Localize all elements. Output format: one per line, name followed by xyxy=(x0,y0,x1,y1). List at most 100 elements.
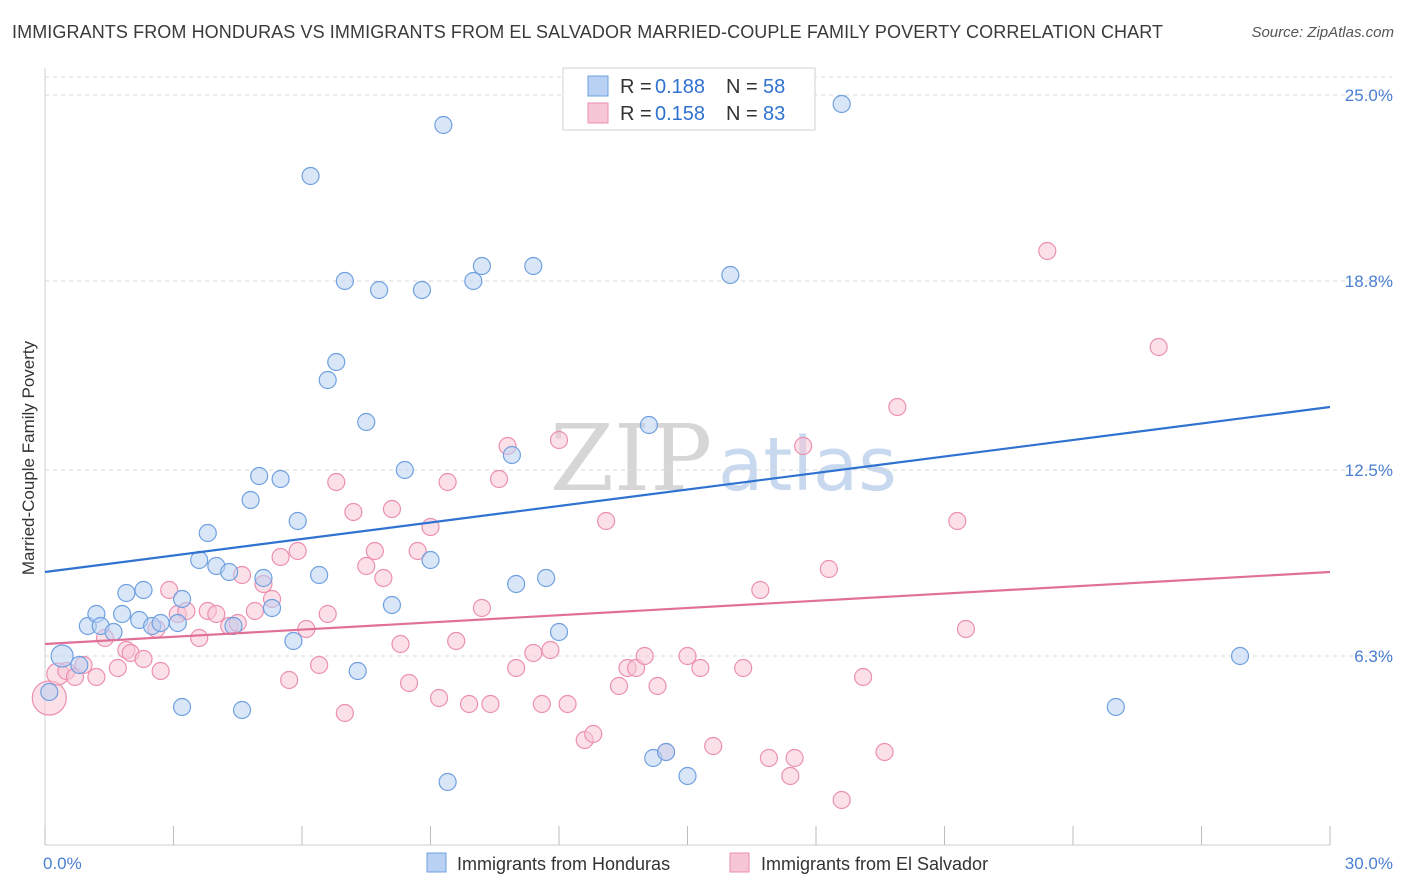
el-salvador-point xyxy=(391,634,410,654)
y-tick-label: 12.5% xyxy=(1345,461,1393,480)
honduras-point xyxy=(112,604,132,624)
honduras-point xyxy=(335,271,354,291)
honduras-point xyxy=(434,115,453,135)
el-salvador-point xyxy=(524,643,543,663)
el-salvador-point xyxy=(558,694,577,714)
legend-r-value-2: 0.158 xyxy=(655,103,705,125)
honduras-point xyxy=(832,94,851,114)
el-salvador-point xyxy=(280,670,299,690)
watermark-zip: ZIP xyxy=(550,405,712,512)
honduras-point xyxy=(168,613,187,633)
el-salvador-point xyxy=(399,673,419,693)
honduras-point xyxy=(250,466,269,486)
el-salvador-point xyxy=(541,640,560,660)
honduras-point xyxy=(370,280,389,300)
honduras-point xyxy=(224,616,243,636)
el-salvador-point xyxy=(151,661,170,681)
el-salvador-point xyxy=(532,694,551,714)
el-salvador-point xyxy=(438,472,457,492)
honduras-point xyxy=(104,622,123,642)
honduras-point xyxy=(318,370,337,390)
el-salvador-point xyxy=(108,658,127,678)
source-credit: Source: ZipAtlas.com xyxy=(1251,24,1394,41)
honduras-point xyxy=(639,415,659,435)
el-salvador-point xyxy=(335,703,354,723)
honduras-point xyxy=(656,742,676,762)
honduras-point xyxy=(1230,646,1250,666)
el-salvador-point xyxy=(459,694,479,714)
honduras-point xyxy=(721,265,740,285)
legend-n-label-2: N = xyxy=(726,103,758,125)
el-salvador-point xyxy=(160,580,179,600)
legend-swatch-honduras xyxy=(587,75,609,97)
honduras-point xyxy=(464,271,483,291)
el-salvador-point xyxy=(134,649,153,669)
honduras-point xyxy=(1106,697,1125,717)
honduras-point xyxy=(241,490,260,510)
el-salvador-point xyxy=(635,646,654,666)
bottom-legend-swatch-el-salvador xyxy=(729,852,750,873)
el-salvador-point xyxy=(87,667,106,687)
honduras-point xyxy=(288,511,307,531)
y-tick-label: 25.0% xyxy=(1345,86,1393,105)
honduras-point xyxy=(117,583,136,603)
el-salvador-point xyxy=(374,568,393,588)
legend-n-value-2: 83 xyxy=(763,103,785,125)
el-salvador-point xyxy=(704,736,723,756)
honduras-point xyxy=(198,523,217,543)
honduras-point xyxy=(220,562,239,582)
x-tick-labels: 0.0% 30.0% xyxy=(43,854,1393,873)
honduras-point xyxy=(549,622,569,642)
el-salvador-point xyxy=(507,658,526,678)
honduras-point xyxy=(395,460,414,480)
el-salvador-point xyxy=(288,541,307,561)
honduras-point xyxy=(301,166,320,186)
honduras-point xyxy=(284,631,303,651)
honduras-point xyxy=(357,412,376,432)
trend-lines xyxy=(44,405,1331,646)
chart-title: IMMIGRANTS FROM HONDURAS VS IMMIGRANTS F… xyxy=(12,22,1164,42)
el-salvador-trend-line xyxy=(44,570,1331,646)
honduras-point xyxy=(348,661,367,681)
bottom-legend-swatch-honduras xyxy=(426,852,447,873)
honduras-point xyxy=(524,256,543,276)
el-salvador-point xyxy=(190,628,209,648)
el-salvador-point xyxy=(609,676,629,696)
series-el-salvador-points xyxy=(31,241,1168,810)
bottom-legend: Immigrants from Honduras Immigrants from… xyxy=(426,852,988,874)
x-tick-label-max: 30.0% xyxy=(1345,854,1393,873)
honduras-point xyxy=(472,256,491,276)
el-salvador-point xyxy=(888,397,907,417)
honduras-point xyxy=(507,574,526,594)
honduras-point xyxy=(151,613,170,633)
el-salvador-point xyxy=(382,499,402,519)
honduras-point xyxy=(70,655,89,675)
legend-r-label-1: R = xyxy=(620,76,652,98)
el-salvador-point xyxy=(785,748,804,768)
honduras-point xyxy=(502,445,521,465)
x-tick-label-min: 0.0% xyxy=(43,854,82,873)
honduras-point xyxy=(262,598,282,618)
y-axis-label: Married-Couple Family Poverty xyxy=(19,340,38,575)
el-salvador-point xyxy=(489,469,509,489)
honduras-point xyxy=(232,700,252,720)
el-salvador-point xyxy=(271,547,290,567)
watermark-atlas: atlas xyxy=(718,422,897,508)
el-salvador-point xyxy=(759,748,778,768)
honduras-trend-line xyxy=(44,405,1331,574)
el-salvador-point xyxy=(781,766,800,786)
el-salvador-point xyxy=(481,694,500,714)
el-salvador-point xyxy=(357,556,376,576)
honduras-point xyxy=(678,766,697,786)
honduras-point xyxy=(134,580,153,600)
legend-swatch-el-salvador xyxy=(587,102,609,124)
honduras-point xyxy=(438,772,457,792)
el-salvador-point xyxy=(819,559,838,579)
el-salvador-point xyxy=(245,601,264,621)
el-salvador-point xyxy=(648,676,667,696)
el-salvador-point xyxy=(327,472,346,492)
el-salvador-point xyxy=(207,604,226,624)
y-tick-label: 18.8% xyxy=(1345,272,1393,291)
el-salvador-point xyxy=(447,631,466,651)
